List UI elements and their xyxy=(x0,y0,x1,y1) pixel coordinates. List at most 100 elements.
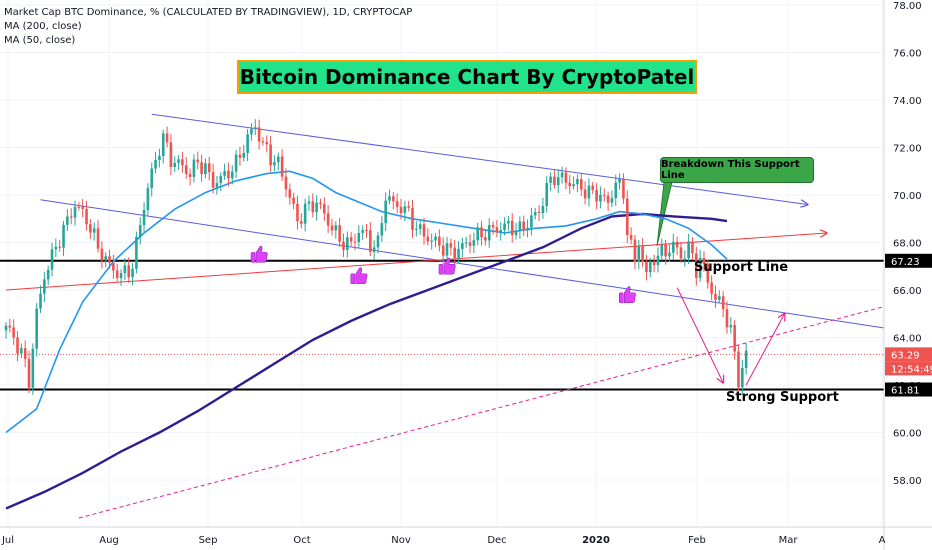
candle-body xyxy=(599,194,602,202)
time-axis[interactable]: Jul Aug Sep Oct Nov Dec 2020 Feb Mar A xyxy=(0,526,932,546)
candle-body xyxy=(725,309,729,328)
candle-body xyxy=(142,209,146,226)
candle-body xyxy=(365,230,368,232)
candle-body xyxy=(572,184,575,187)
chart-grid xyxy=(0,0,884,527)
y-tick-label: 58.00 xyxy=(893,476,922,487)
candle-body xyxy=(438,236,441,246)
candle-body xyxy=(591,185,595,190)
candle-body xyxy=(69,216,73,218)
candle-body xyxy=(123,265,127,274)
candle-body xyxy=(311,201,315,213)
candle-body xyxy=(564,172,568,183)
candle-body xyxy=(545,182,549,207)
candle-body xyxy=(687,241,690,259)
candle-body xyxy=(223,170,226,176)
candle-body xyxy=(633,239,637,262)
x-tick-label: Oct xyxy=(293,535,310,546)
candle-body xyxy=(637,246,641,262)
y-tick-label: 60.00 xyxy=(893,429,922,440)
candle-body xyxy=(307,201,311,204)
candle-body xyxy=(553,176,556,186)
callout-pointer xyxy=(656,181,673,247)
candle-body xyxy=(181,159,184,166)
candle-body xyxy=(250,128,253,135)
candle-body xyxy=(560,172,564,178)
candle-body xyxy=(158,155,161,160)
candle-body xyxy=(112,262,115,271)
candle-body xyxy=(192,159,196,177)
candle-body xyxy=(50,249,54,270)
candle-body xyxy=(733,325,736,352)
candle-body xyxy=(257,127,261,142)
candle-body xyxy=(138,225,142,237)
strong-support-price-tag-bg xyxy=(885,382,932,397)
strong-support-label: Strong Support xyxy=(726,390,839,405)
candle-body xyxy=(706,263,710,283)
candle-body xyxy=(35,308,38,349)
candle-body xyxy=(273,162,276,166)
candle-body xyxy=(54,246,58,250)
candle-body xyxy=(104,256,108,261)
candle-body xyxy=(292,197,295,204)
ma-200-curve xyxy=(5,212,728,510)
candle-body xyxy=(407,206,410,208)
candle-body xyxy=(115,270,119,279)
candle-body xyxy=(645,261,648,273)
candle-body xyxy=(376,235,380,248)
candle-body xyxy=(587,185,591,199)
x-tick-label: Nov xyxy=(391,535,411,546)
candle-body xyxy=(641,246,644,262)
candle-body xyxy=(357,233,361,243)
candle-body xyxy=(507,220,510,224)
candle-body xyxy=(392,196,395,202)
candle-body xyxy=(16,337,19,354)
candle-body xyxy=(39,293,42,309)
candle-body xyxy=(441,245,445,256)
candle-body xyxy=(718,296,721,300)
candle-body xyxy=(8,325,12,328)
candle-body xyxy=(296,203,299,222)
candle-body xyxy=(46,269,50,280)
candle-body xyxy=(265,141,269,145)
candle-body xyxy=(484,237,487,241)
candle-body xyxy=(476,227,480,241)
candle-body xyxy=(92,228,96,233)
candle-body xyxy=(188,174,192,177)
candle-body xyxy=(675,241,679,248)
candle-body xyxy=(253,127,257,129)
candle-body xyxy=(568,182,572,187)
candle-body xyxy=(299,221,303,224)
candle-body xyxy=(388,196,391,201)
candle-body xyxy=(472,240,476,246)
candle-body xyxy=(319,202,322,205)
candle-body xyxy=(100,248,104,261)
channel-upper xyxy=(151,113,808,204)
candle-body xyxy=(514,230,518,236)
candle-body xyxy=(372,247,376,252)
candle-body xyxy=(280,156,284,177)
candle-body xyxy=(288,189,292,198)
thumbs-up-icon xyxy=(618,286,636,304)
candle-body xyxy=(530,215,533,228)
thumbs-up-icon xyxy=(250,245,268,263)
channel-lower xyxy=(40,199,885,329)
candles xyxy=(4,119,748,396)
candle-body xyxy=(679,247,683,259)
breakdown-callout: Breakdown This Support Line xyxy=(660,157,814,183)
candle-body xyxy=(418,224,422,229)
candle-body xyxy=(464,242,468,244)
candle-body xyxy=(576,179,579,185)
candle-body xyxy=(522,221,526,231)
candle-body xyxy=(652,261,656,266)
thumbs-up-icon xyxy=(438,257,456,275)
candle-body xyxy=(269,144,272,166)
candle-body xyxy=(691,241,694,254)
candle-body xyxy=(602,194,606,196)
candle-body xyxy=(618,178,621,183)
price-axis[interactable]: 78.00 76.00 74.00 72.00 70.00 68.00 66.00 64.00… xyxy=(883,0,932,550)
candle-body xyxy=(710,282,713,294)
candle-body xyxy=(234,154,238,172)
candle-body xyxy=(648,261,652,273)
